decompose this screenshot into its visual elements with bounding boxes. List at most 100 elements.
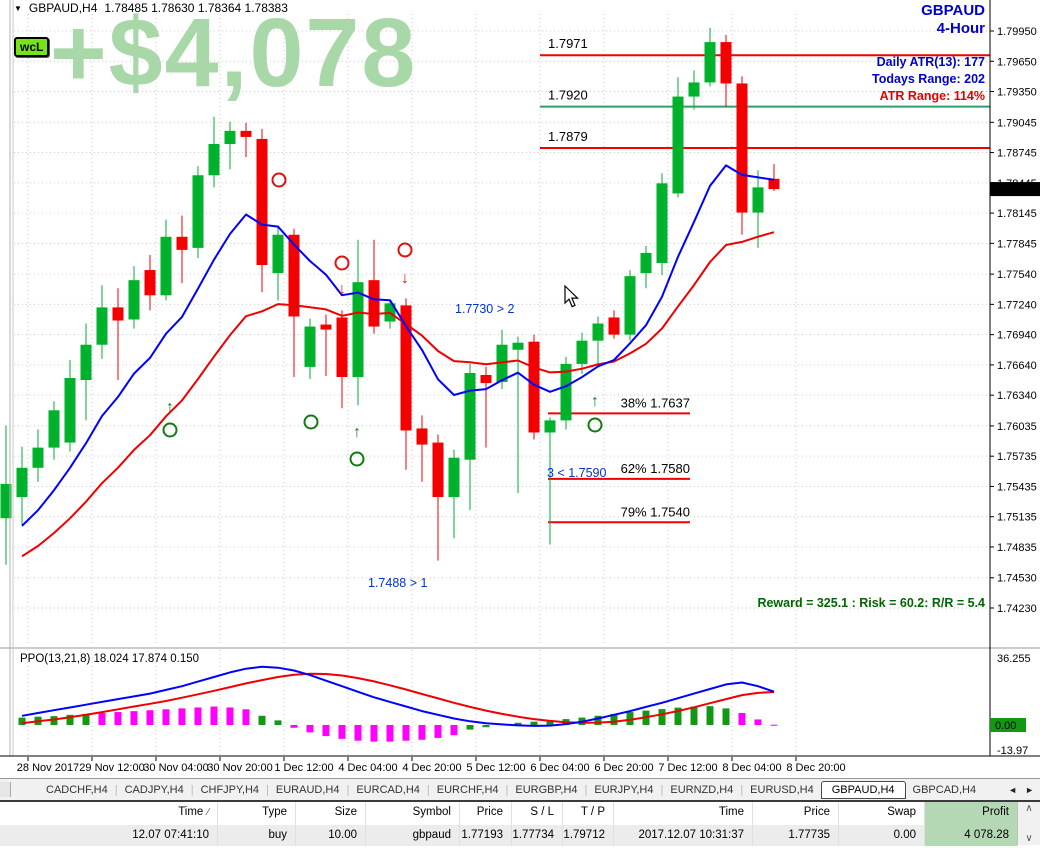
- chart-tab-eurchf[interactable]: EURCHF,H4: [436, 783, 499, 796]
- ppo-histogram-bar: [402, 725, 410, 741]
- ppo-histogram-bar: [610, 713, 618, 725]
- ppo-signal-line: [21, 672, 775, 725]
- info-todays-range: Todays Range: 202: [871, 72, 985, 86]
- fib-label: 62% 1.7580: [621, 461, 690, 476]
- candle-body: [512, 342, 524, 350]
- chart-tab-cadjpy[interactable]: CADJPY,H4: [124, 783, 184, 796]
- terminal-col-price-8[interactable]: Price: [753, 802, 839, 825]
- wcl-button[interactable]: wcL: [14, 37, 50, 57]
- order-cell-time-7: 2017.12.07 10:31:37: [614, 825, 753, 846]
- price-tick-label: 1.74230: [997, 603, 1037, 615]
- time-tick-label: 30 Nov 04:00: [143, 762, 208, 774]
- terminal-col-type-1[interactable]: Type: [218, 802, 296, 825]
- time-tick-label: 4 Dec 04:00: [338, 762, 397, 774]
- terminal-col-swap-9[interactable]: Swap: [839, 802, 925, 825]
- ppo-histogram-bar: [722, 708, 730, 725]
- info-panel: GBPAUD 4-Hour Daily ATR(13): 177 Todays …: [872, 2, 985, 105]
- tab-scroll-left-icon[interactable]: ◄: [1008, 784, 1018, 795]
- open-order-row[interactable]: 12.07 07:41:10 buy 10.00 gbpaud 1.77193 1.777…: [0, 825, 1018, 846]
- candle-body: [576, 340, 588, 364]
- current-price-tag: [990, 182, 1040, 197]
- chart-tab-eurusd[interactable]: EURUSD,H4: [750, 783, 814, 796]
- ppo-histogram-bar: [210, 706, 218, 725]
- candle-body: [16, 467, 28, 498]
- price-chart-canvas[interactable]: 1.7971 1.7920 1.7879 38% 1.7637 62% 1.7580 79…: [0, 0, 1040, 778]
- ppo-histogram-bar: [226, 707, 234, 725]
- price-tick-label: 1.76640: [997, 360, 1037, 372]
- terminal-col-time-0[interactable]: Time ∕: [0, 802, 218, 825]
- order-cell-profit-10: 4 078.28: [925, 825, 1018, 846]
- candle-body: [544, 420, 556, 433]
- chart-dropdown-icon[interactable]: ▼: [14, 3, 22, 13]
- buy-arrow-icon: ↑: [166, 399, 174, 416]
- candle-body: [272, 234, 284, 274]
- ppo-main-line: [21, 665, 775, 727]
- candle-body: [528, 341, 540, 433]
- candle-body: [480, 374, 492, 384]
- ppo-histogram-bar: [674, 707, 682, 725]
- chart-tab-euraud[interactable]: EURAUD,H4: [275, 783, 340, 796]
- price-tick-label: 1.78745: [997, 148, 1037, 160]
- chart-note: 3 < 1.7590: [547, 466, 606, 480]
- order-cell-time-0: 12.07 07:41:10: [0, 825, 218, 846]
- chart-tab-gbpcad[interactable]: GBPCAD,H4: [912, 783, 977, 796]
- time-tick-label: 30 Nov 20:00: [207, 762, 272, 774]
- candle-body: [448, 457, 460, 498]
- tab-scroll-right-icon[interactable]: ►: [1025, 784, 1034, 795]
- candle-body: [128, 280, 140, 320]
- ppo-current-tag: [990, 718, 1026, 732]
- ppo-histogram-bar: [98, 712, 106, 725]
- candle-body: [768, 178, 780, 190]
- candle-body: [432, 442, 444, 498]
- ppo-histogram-bar: [514, 722, 522, 725]
- ppo-histogram-bar: [130, 711, 138, 725]
- tab-separator: |: [190, 783, 194, 796]
- ppo-histogram-bar: [242, 709, 250, 725]
- ppo-histogram-bar: [706, 706, 714, 725]
- candle-body: [320, 324, 332, 330]
- sell-circle-marker: [397, 242, 413, 258]
- chart-tab-cadchf[interactable]: CADCHF,H4: [46, 783, 108, 796]
- terminal-col-price-4[interactable]: Price: [460, 802, 512, 825]
- chart-tab-eurcad[interactable]: EURCAD,H4: [356, 783, 420, 796]
- level-label: 1.7879: [548, 129, 588, 144]
- scroll-up-icon[interactable]: ∧: [1025, 803, 1033, 814]
- chart-tab-eurjpy[interactable]: EURJPY,H4: [594, 783, 654, 796]
- chart-tab-gbpaud[interactable]: GBPAUD,H4: [820, 780, 906, 799]
- chart-note: 1.7488 > 1: [368, 576, 427, 590]
- ppo-histogram-bar: [50, 716, 58, 725]
- time-tick-label: 6 Dec 20:00: [594, 762, 653, 774]
- terminal-col-sl-5[interactable]: S / L: [512, 802, 563, 825]
- fib-label: 79% 1.7540: [621, 504, 690, 519]
- ppo-histogram-bar: [434, 725, 442, 738]
- info-atr-range: ATR Range: 114%: [879, 89, 985, 103]
- chart-tab-eurgbp[interactable]: EURGBP,H4: [515, 783, 578, 796]
- buy-arrow-icon: ↑: [591, 393, 599, 410]
- price-tick-label: 1.74530: [997, 573, 1037, 585]
- buy-circle-marker: [349, 451, 365, 467]
- order-cell-size-2: 10.00: [296, 825, 366, 846]
- terminal-col-tp-6[interactable]: T / P: [563, 802, 614, 825]
- ppo-histogram-bar: [546, 720, 554, 725]
- candle-body: [96, 307, 108, 345]
- terminal-col-symbol-3[interactable]: Symbol: [366, 802, 460, 825]
- candle-body: [592, 323, 604, 341]
- candle-body: [144, 270, 156, 296]
- price-tick-label: 1.79045: [997, 117, 1037, 129]
- terminal-col-size-2[interactable]: Size: [296, 802, 366, 825]
- terminal-col-profit-10[interactable]: Profit: [925, 802, 1018, 825]
- ppo-histogram-bar: [386, 725, 394, 742]
- tab-separator: |: [426, 783, 430, 796]
- terminal-scrollbar[interactable]: ∧ ∨: [1017, 802, 1040, 845]
- chart-tab-chfjpy[interactable]: CHFJPY,H4: [200, 783, 260, 796]
- buy-arrow-icon: ↑: [353, 424, 361, 441]
- price-tick-label: 1.75735: [997, 451, 1037, 463]
- chart-ohlc-values: 1.78485 1.78630 1.78364 1.78383: [104, 1, 288, 15]
- terminal-col-time-7[interactable]: Time: [614, 802, 753, 825]
- chart-tab-eurnzd[interactable]: EURNZD,H4: [670, 783, 734, 796]
- scroll-down-icon[interactable]: ∨: [1025, 833, 1033, 844]
- ppo-histogram-bar: [754, 719, 762, 725]
- ppo-histogram-bar: [322, 725, 330, 737]
- sell-circle-marker: [334, 255, 350, 271]
